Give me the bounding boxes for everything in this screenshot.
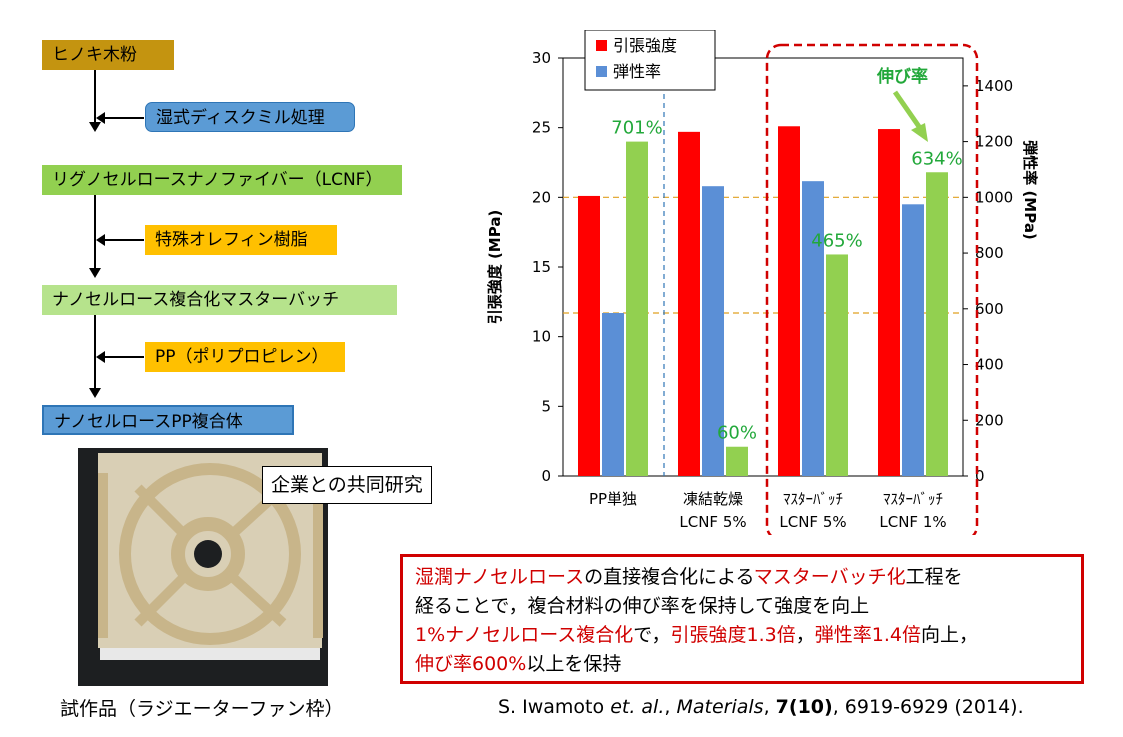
summary-highlight: 1%ナノセルロース複合化 — [415, 624, 634, 646]
process-wet-disk-mill: 湿式ディスクミル処理 — [145, 102, 355, 132]
left-tick-label: 5 — [541, 397, 551, 415]
citation-issue: (10) — [788, 696, 833, 718]
citation-sep: , — [763, 696, 776, 718]
input-arrow — [96, 351, 144, 363]
left-tick-label: 20 — [532, 188, 551, 206]
category-label: LCNF 5% — [779, 513, 846, 531]
elongation-data-label: 60% — [717, 423, 757, 444]
input-pp: PP（ポリプロピレン） — [145, 342, 345, 372]
flow-connector — [94, 195, 96, 268]
flow-step-composite: ナノセルロースPP複合体 — [42, 405, 294, 435]
input-arrow — [96, 234, 144, 246]
bar-modulus — [802, 181, 824, 477]
citation-journal: Materials — [676, 696, 764, 718]
bar-chart: 0 5 10 15 20 25 30 0 200 400 600 800 1000 1200 1400 P… — [486, 30, 1039, 535]
annotation-arrow-line — [892, 90, 923, 130]
right-tick-label: 600 — [975, 300, 1004, 318]
input-arrow — [96, 112, 144, 124]
citation-etal: et. al. — [610, 696, 665, 718]
category-label: ﾏｽﾀｰﾊﾞｯﾁ — [783, 490, 843, 508]
elongation-data-label: 701% — [611, 118, 662, 139]
left-tick-label: 30 — [532, 49, 551, 67]
right-axis-title: 弾性率 (MPa) — [1021, 140, 1039, 240]
bar-elongation — [926, 172, 948, 476]
left-tick-label: 0 — [541, 467, 551, 485]
bar-strength — [578, 195, 600, 476]
summary-highlight: マスターバッチ化 — [753, 566, 906, 588]
summary-line-2: 経ることで，複合材料の伸び率を保持して強度を向上 — [415, 595, 870, 617]
flow-arrowhead — [89, 388, 101, 398]
legend: 引張強度 弾性率 — [584, 30, 716, 91]
annotation-arrow-head — [911, 123, 928, 142]
citation-volume: 7 — [775, 696, 789, 718]
citation-authors: S. Iwamoto — [498, 696, 605, 718]
right-tick-label: 1200 — [975, 133, 1013, 151]
legend-swatch-strength — [596, 40, 607, 51]
citation: S. Iwamoto et. al., Materials, 7(10), 69… — [498, 696, 1024, 718]
summary-text: で， — [633, 624, 671, 646]
legend-label-strength: 引張強度 — [613, 36, 677, 55]
right-tick-label: 400 — [975, 356, 1004, 374]
flow-step-lcnf: リグノセルロースナノファイバー（LCNF） — [42, 165, 402, 195]
left-axis-title: 引張強度 (MPa) — [486, 210, 504, 325]
right-tick-label: 800 — [975, 244, 1004, 262]
bar-modulus — [902, 204, 924, 477]
highlight-box — [765, 43, 979, 535]
category-label: 凍結乾燥 — [683, 490, 743, 508]
summary-text: 以上を保持 — [526, 653, 622, 675]
left-tick-label: 25 — [532, 119, 551, 137]
category-label: PP単独 — [589, 490, 637, 508]
summary-highlight: 引張強度1.3倍 — [670, 624, 796, 646]
bar-elongation — [826, 254, 848, 476]
right-tick-label: 200 — [975, 411, 1004, 429]
input-olefin-resin: 特殊オレフィン樹脂 — [145, 225, 337, 255]
joint-research-label: 企業との共同研究 — [262, 466, 432, 504]
summary-highlight: 伸び率600% — [415, 653, 527, 675]
summary-line-3: 1%ナノセルロース複合化で，引張強度1.3倍，弾性率1.4倍向上， — [415, 621, 1069, 650]
bar-elongation — [726, 446, 748, 476]
summary-text: ， — [795, 624, 815, 646]
left-tick-label: 15 — [532, 258, 551, 276]
legend-label-modulus: 弾性率 — [613, 62, 661, 81]
right-tick-label: 0 — [975, 467, 985, 485]
citation-sep: , — [664, 696, 677, 718]
flow-step-masterbatch: ナノセルロース複合化マスターバッチ — [42, 285, 397, 315]
bar-elongation — [626, 141, 648, 476]
summary-text: 向上， — [920, 624, 978, 646]
legend-swatch-modulus — [596, 66, 607, 77]
summary-highlight: 弾性率1.4倍 — [814, 624, 921, 646]
bar-modulus — [702, 186, 724, 477]
elongation-data-label: 465% — [811, 230, 862, 251]
bar-modulus — [602, 312, 624, 476]
elongation-annotation: 伸び率 — [876, 66, 928, 87]
category-label: LCNF 1% — [879, 513, 946, 531]
flow-step-hinoki: ヒノキ木粉 — [42, 40, 174, 70]
summary-line-4: 伸び率600%以上を保持 — [415, 650, 1069, 679]
summary-box: 湿潤ナノセルロースの直接複合化によるマスターバッチ化工程を 経ることで，複合材料… — [400, 554, 1084, 684]
photo-caption: 試作品（ラジエーターファン枠） — [60, 698, 344, 720]
flow-connector — [94, 315, 96, 388]
flow-arrowhead — [89, 122, 101, 132]
elongation-data-label: 634% — [911, 148, 962, 169]
summary-line-1: 湿潤ナノセルロースの直接複合化によるマスターバッチ化工程を — [415, 563, 1069, 592]
right-tick-label: 1400 — [975, 77, 1013, 95]
category-label: ﾏｽﾀｰﾊﾞｯﾁ — [883, 490, 943, 508]
bar-strength — [878, 129, 900, 476]
bar-strength — [678, 131, 700, 476]
bar-strength — [778, 126, 800, 477]
flow-connector — [94, 70, 96, 124]
summary-text: 工程を — [905, 566, 963, 588]
citation-pages: , 6919-6929 (2014). — [832, 696, 1024, 718]
right-tick-label: 1000 — [975, 188, 1013, 206]
summary-text: の直接複合化による — [584, 566, 754, 588]
flow-arrowhead — [89, 268, 101, 278]
category-label: LCNF 5% — [679, 513, 746, 531]
summary-highlight: 湿潤ナノセルロース — [415, 566, 585, 588]
left-tick-label: 10 — [532, 328, 551, 346]
